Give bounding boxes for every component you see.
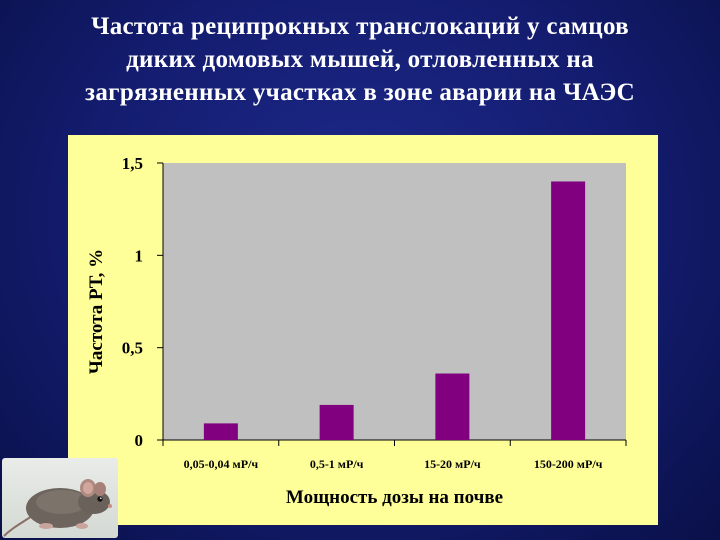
mouse-photo xyxy=(2,458,118,538)
y-tick-label: 0,5 xyxy=(122,339,143,358)
x-tick-label: 150-200 мР/ч xyxy=(534,457,603,471)
y-tick-label: 0 xyxy=(135,431,144,450)
y-axis-label: Частота РТ, % xyxy=(86,249,107,374)
plot-area xyxy=(163,163,626,440)
x-tick-label: 0,5-1 мР/ч xyxy=(310,457,364,471)
bar xyxy=(551,181,586,440)
title-line-2: диких домовых мышей, отловленных на xyxy=(126,46,594,73)
y-tick-label: 1,5 xyxy=(122,154,143,173)
title-line-1: Частота реципрокных транслокаций у самцо… xyxy=(91,13,629,40)
bar xyxy=(203,423,238,440)
bar-chart: 0 0,5 1 1,5 0,05-0,04 мР/ч 0,5-1 мР/ч 15-20 мР… xyxy=(86,154,627,508)
bar xyxy=(319,404,354,440)
x-axis-label: Мощность дозы на почве xyxy=(286,487,503,508)
page-title: Частота реципрокных транслокаций у самцо… xyxy=(0,10,720,109)
chart-panel: 0 0,5 1 1,5 0,05-0,04 мР/ч 0,5-1 мР/ч 15-20 мР… xyxy=(68,135,658,525)
x-tick-label: 15-20 мР/ч xyxy=(424,457,481,471)
x-tick-label: 0,05-0,04 мР/ч xyxy=(184,457,259,471)
y-tick-label: 1 xyxy=(135,246,144,265)
bar xyxy=(435,373,470,440)
title-line-3: загрязненных участках в зоне аварии на Ч… xyxy=(85,79,635,106)
